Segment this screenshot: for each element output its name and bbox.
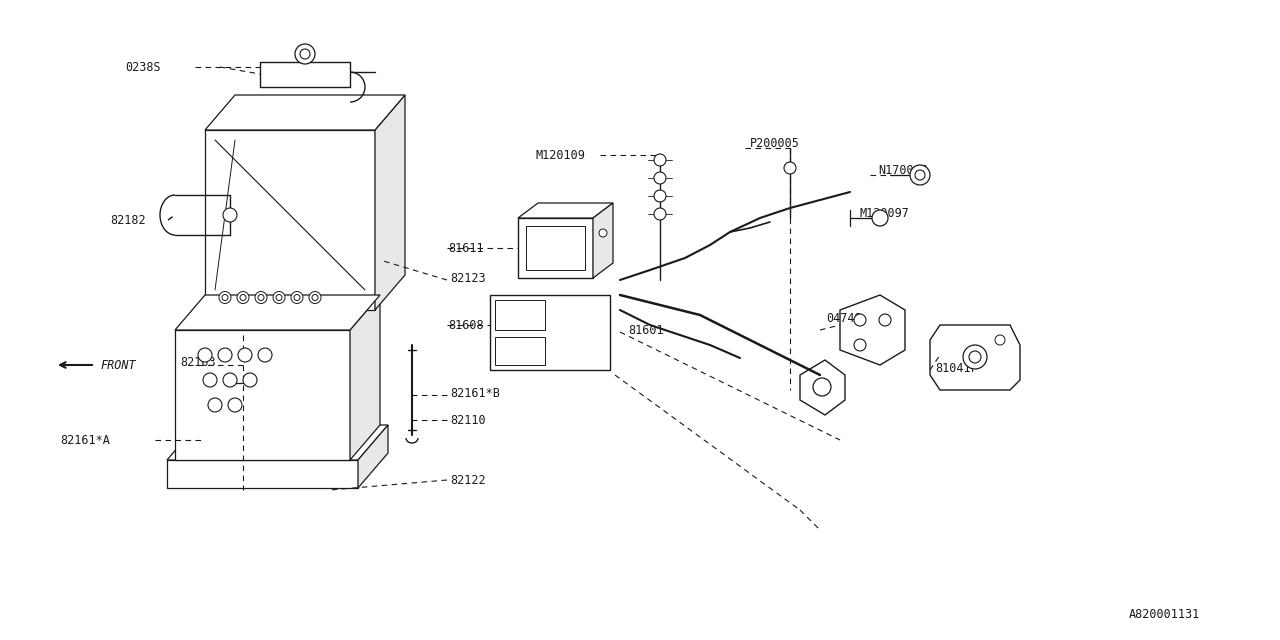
Polygon shape — [593, 203, 613, 278]
Text: 82110: 82110 — [451, 413, 485, 426]
Circle shape — [219, 291, 230, 303]
Circle shape — [228, 398, 242, 412]
Circle shape — [854, 314, 867, 326]
Text: M120109: M120109 — [535, 148, 585, 161]
Text: 82161*A: 82161*A — [60, 433, 110, 447]
Text: A820001131: A820001131 — [1129, 609, 1201, 621]
Text: 82161*B: 82161*B — [451, 387, 500, 399]
Circle shape — [995, 335, 1005, 345]
Circle shape — [223, 208, 237, 222]
Text: 0238S: 0238S — [125, 61, 160, 74]
Circle shape — [238, 348, 252, 362]
Circle shape — [300, 49, 310, 59]
Text: 81611: 81611 — [448, 241, 484, 255]
Polygon shape — [166, 425, 388, 460]
Circle shape — [312, 294, 317, 301]
Polygon shape — [349, 295, 380, 460]
Polygon shape — [205, 130, 375, 310]
Polygon shape — [840, 295, 905, 365]
Circle shape — [879, 314, 891, 326]
Circle shape — [255, 291, 268, 303]
Circle shape — [259, 348, 273, 362]
Circle shape — [969, 351, 980, 363]
Text: 82182: 82182 — [110, 214, 146, 227]
Polygon shape — [375, 95, 404, 310]
Text: 82123: 82123 — [451, 271, 485, 285]
Circle shape — [813, 378, 831, 396]
Circle shape — [291, 291, 303, 303]
Text: 82122: 82122 — [451, 474, 485, 486]
Polygon shape — [175, 295, 380, 330]
Circle shape — [654, 172, 666, 184]
Polygon shape — [205, 95, 404, 130]
Circle shape — [294, 44, 315, 64]
Circle shape — [241, 294, 246, 301]
Polygon shape — [358, 425, 388, 488]
Bar — [495, 300, 545, 330]
Text: M120097: M120097 — [860, 207, 910, 220]
Polygon shape — [518, 203, 613, 218]
Circle shape — [854, 339, 867, 351]
Circle shape — [654, 190, 666, 202]
Text: FIG.094: FIG.094 — [495, 303, 543, 313]
Circle shape — [276, 294, 282, 301]
Circle shape — [599, 229, 607, 237]
Text: 0474S: 0474S — [826, 312, 861, 324]
Circle shape — [963, 345, 987, 369]
Text: 81601: 81601 — [628, 323, 663, 337]
Polygon shape — [800, 360, 845, 415]
Circle shape — [783, 162, 796, 174]
Text: FRONT: FRONT — [100, 358, 136, 371]
Circle shape — [207, 398, 221, 412]
Polygon shape — [175, 330, 349, 460]
Circle shape — [204, 373, 218, 387]
Circle shape — [654, 208, 666, 220]
Circle shape — [243, 373, 257, 387]
Circle shape — [259, 294, 264, 301]
Text: N170046: N170046 — [878, 163, 928, 177]
Circle shape — [273, 291, 285, 303]
Circle shape — [294, 294, 300, 301]
Text: 81608: 81608 — [448, 319, 484, 332]
Text: FIG.822: FIG.822 — [495, 350, 543, 360]
Bar — [490, 295, 611, 370]
Circle shape — [218, 348, 232, 362]
Bar — [518, 218, 593, 278]
Polygon shape — [166, 460, 358, 488]
Text: 82163: 82163 — [180, 355, 215, 369]
Circle shape — [910, 165, 931, 185]
Circle shape — [872, 210, 888, 226]
Circle shape — [198, 348, 212, 362]
Circle shape — [654, 154, 666, 166]
Circle shape — [308, 291, 321, 303]
Circle shape — [223, 373, 237, 387]
Text: 81041F: 81041F — [934, 362, 978, 374]
Bar — [495, 337, 545, 365]
Text: P200005: P200005 — [750, 136, 800, 150]
Polygon shape — [931, 325, 1020, 390]
Circle shape — [915, 170, 925, 180]
Circle shape — [221, 294, 228, 301]
Circle shape — [237, 291, 250, 303]
Bar — [526, 226, 585, 270]
